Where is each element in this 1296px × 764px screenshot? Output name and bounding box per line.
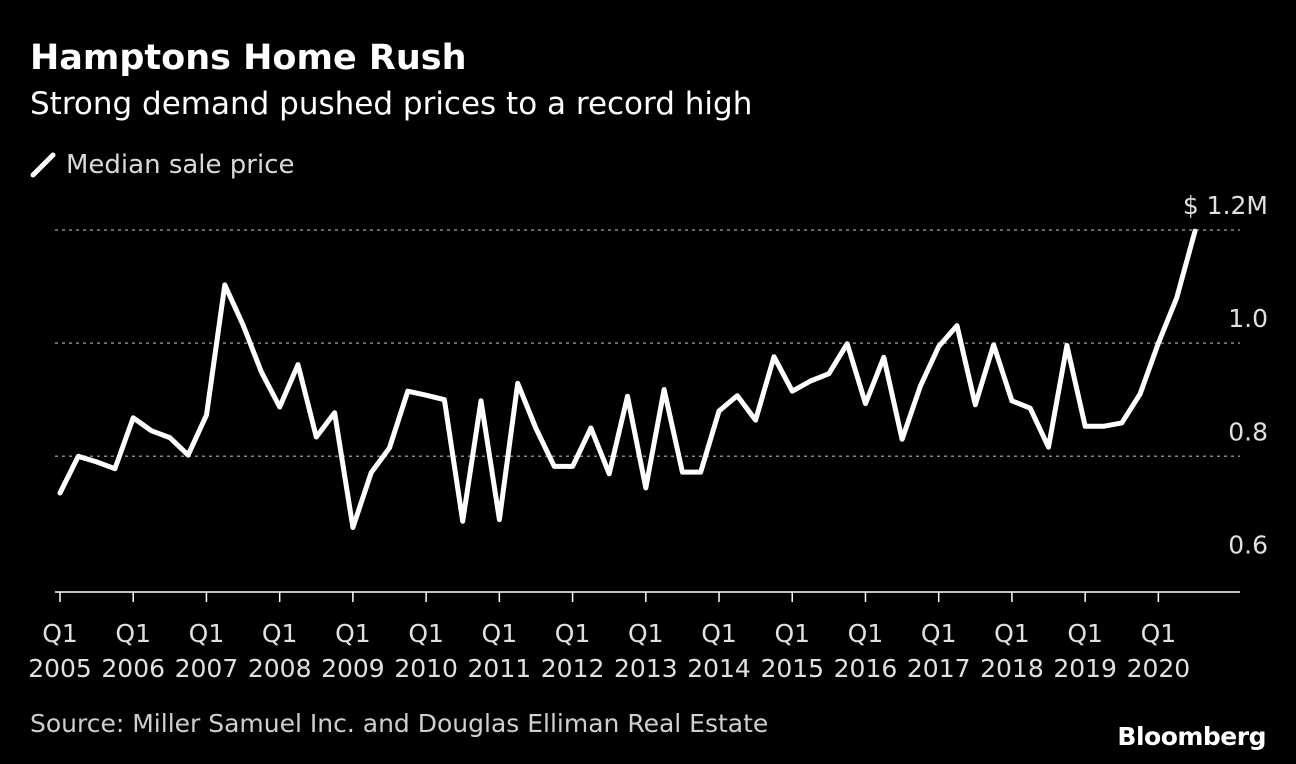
x-tick-label-year: 2010	[394, 654, 458, 683]
x-tick-label-quarter: Q1	[408, 619, 444, 648]
legend-label: Median sale price	[66, 150, 295, 180]
x-tick-label-quarter: Q1	[262, 619, 298, 648]
x-tick-label-year: 2006	[101, 654, 165, 683]
x-tick-label-year: 2020	[1127, 654, 1191, 683]
x-tick-label-quarter: Q1	[555, 619, 591, 648]
x-tick-label-quarter: Q1	[335, 619, 371, 648]
x-tick-label-year: 2008	[248, 654, 312, 683]
bloomberg-logo: Bloomberg	[1117, 722, 1266, 751]
x-tick-label-year: 2016	[834, 654, 898, 683]
y-tick-label: 0.8	[1228, 417, 1268, 446]
x-tick-label-year: 2014	[687, 654, 751, 683]
x-tick-label-quarter: Q1	[701, 619, 737, 648]
x-tick-label-year: 2015	[760, 654, 824, 683]
x-tick-label-year: 2005	[28, 654, 92, 683]
x-tick-label-quarter: Q1	[628, 619, 664, 648]
x-tick-label-year: 2011	[468, 654, 532, 683]
chart-subtitle: Strong demand pushed prices to a record …	[30, 86, 753, 122]
x-tick-label-quarter: Q1	[994, 619, 1030, 648]
y-tick-label: 1.0	[1228, 304, 1268, 333]
x-tick-label-quarter: Q1	[189, 619, 225, 648]
x-tick-label-quarter: Q1	[42, 619, 78, 648]
x-tick-label-year: 2018	[980, 654, 1044, 683]
legend-line-icon	[30, 152, 56, 178]
source-note: Source: Miller Samuel Inc. and Douglas E…	[30, 709, 769, 738]
x-tick-label-quarter: Q1	[921, 619, 957, 648]
x-tick-label-year: 2013	[614, 654, 678, 683]
y-tick-label: 0.6	[1228, 530, 1268, 559]
x-tick-label-year: 2019	[1053, 654, 1117, 683]
x-tick-label-quarter: Q1	[848, 619, 884, 648]
legend: Median sale price	[30, 150, 295, 180]
x-tick-label-quarter: Q1	[482, 619, 518, 648]
series-line-median-sale-price	[57, 228, 1198, 530]
chart-title: Hamptons Home Rush	[30, 38, 467, 78]
x-tick-label-quarter: Q1	[115, 619, 151, 648]
x-tick-label-quarter: Q1	[1067, 619, 1103, 648]
x-tick-label-year: 2012	[541, 654, 605, 683]
x-tick-label-quarter: Q1	[774, 619, 810, 648]
y-tick-label: $ 1.2M	[1183, 191, 1268, 220]
x-tick-label-year: 2017	[907, 654, 971, 683]
x-tick-label-year: 2007	[175, 654, 239, 683]
x-tick-label-quarter: Q1	[1141, 619, 1177, 648]
x-tick-label-year: 2009	[321, 654, 385, 683]
